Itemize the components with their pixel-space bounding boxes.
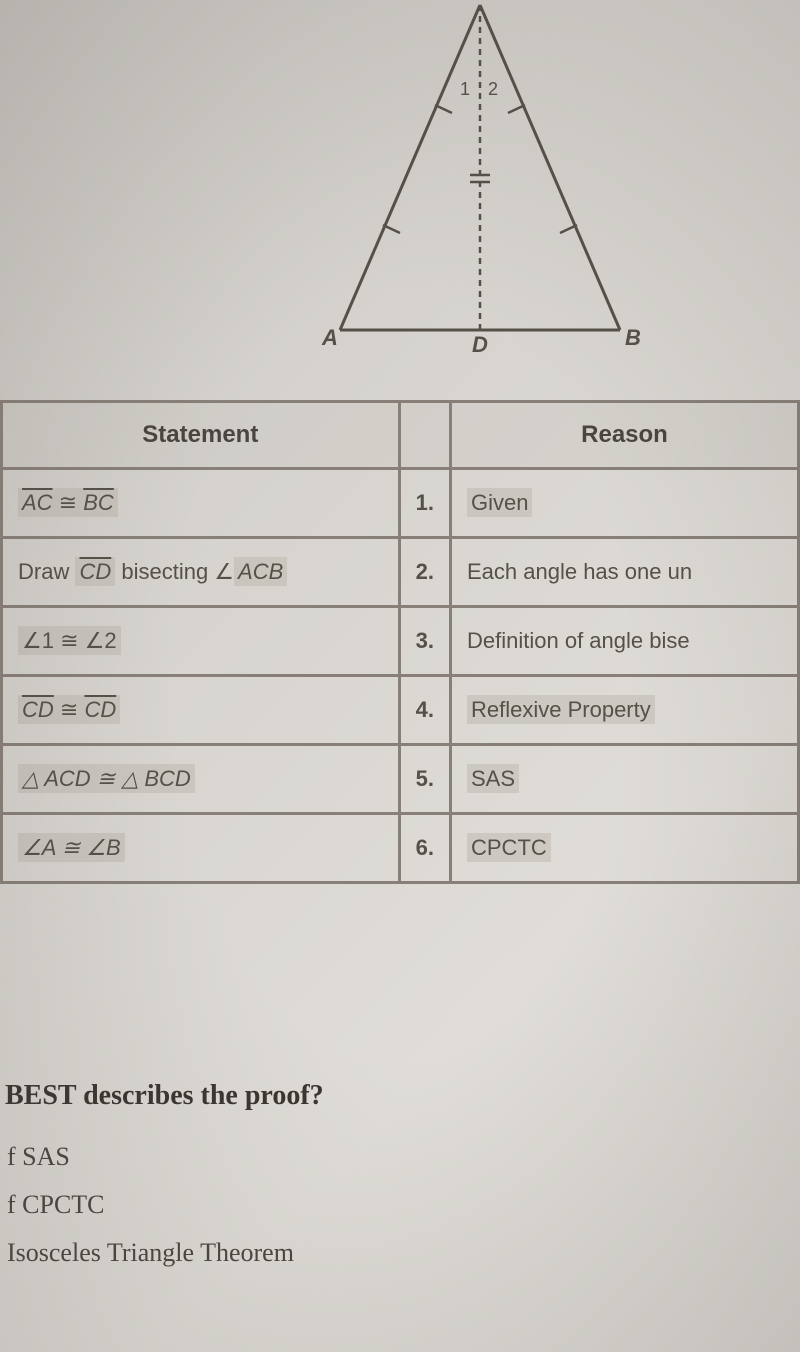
triangle-diagram: 1 2 A D B (280, 0, 680, 360)
tick-bc-1 (508, 105, 525, 113)
table-row: AC ≅ BC 1. Given (2, 469, 799, 538)
statement-cell: ∠A ≅ ∠B (2, 814, 400, 883)
vertex-d-label: D (472, 332, 488, 357)
question-prompt: BEST describes the proof? (5, 1080, 795, 1112)
table-row: Draw CD bisecting ∠ACB 2. Each angle has… (2, 538, 799, 607)
side-ac (340, 5, 480, 330)
statement-cell: Draw CD bisecting ∠ACB (2, 538, 400, 607)
tick-ac-2 (383, 225, 400, 233)
reason-header: Reason (451, 402, 799, 469)
reason-cell: Reflexive Property (451, 676, 799, 745)
table-row: △ ACD ≅ △ BCD 5. SAS (2, 745, 799, 814)
reason-cell: Each angle has one un (451, 538, 799, 607)
tick-bc-2 (560, 225, 577, 233)
row-number: 3. (399, 607, 450, 676)
row-number: 2. (399, 538, 450, 607)
statement-header: Statement (2, 402, 400, 469)
table-body: AC ≅ BC 1. Given Draw CD bisecting ∠ACB … (2, 469, 799, 883)
statement-cell: AC ≅ BC (2, 469, 400, 538)
row-number: 1. (399, 469, 450, 538)
tick-ac-1 (435, 105, 452, 113)
angle-1-label: 1 (460, 79, 470, 99)
reason-cell: CPCTC (451, 814, 799, 883)
row-number: 6. (399, 814, 450, 883)
side-bc (480, 5, 620, 330)
vertex-a-label: A (321, 325, 338, 350)
table-header-row: Statement Reason (2, 402, 799, 469)
proof-table: Statement Reason AC ≅ BC 1. Given Draw C… (0, 400, 800, 884)
row-number: 5. (399, 745, 450, 814)
option-c: Isosceles Triangle Theorem (5, 1238, 795, 1268)
row-number: 4. (399, 676, 450, 745)
option-b: f CPCTC (5, 1190, 795, 1220)
reason-cell: Definition of angle bise (451, 607, 799, 676)
blank-header (399, 402, 450, 469)
table-row: ∠A ≅ ∠B 6. CPCTC (2, 814, 799, 883)
option-a: f SAS (5, 1142, 795, 1172)
triangle-svg: 1 2 A D B (280, 0, 680, 360)
vertex-b-label: B (625, 325, 641, 350)
question-section: BEST describes the proof? f SAS f CPCTC … (0, 1080, 800, 1286)
reason-cell: Given (451, 469, 799, 538)
statement-cell: ∠1 ≅ ∠2 (2, 607, 400, 676)
statement-cell: CD ≅ CD (2, 676, 400, 745)
reason-cell: SAS (451, 745, 799, 814)
angle-2-label: 2 (488, 79, 498, 99)
statement-cell: △ ACD ≅ △ BCD (2, 745, 400, 814)
table-row: CD ≅ CD 4. Reflexive Property (2, 676, 799, 745)
table-row: ∠1 ≅ ∠2 3. Definition of angle bise (2, 607, 799, 676)
